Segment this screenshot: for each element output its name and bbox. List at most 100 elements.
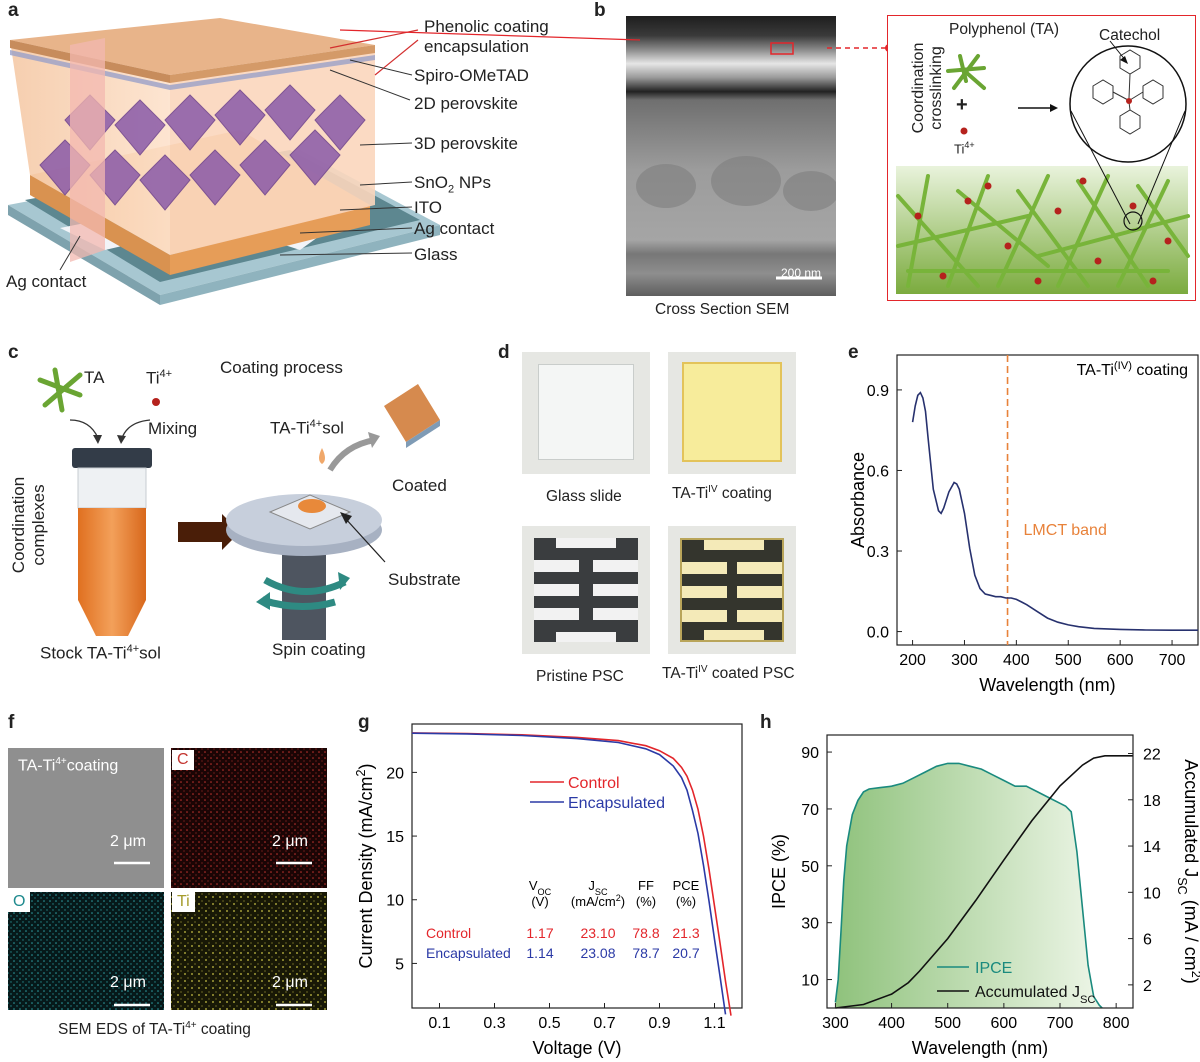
panel-label-c: c: [8, 342, 19, 363]
substrate-label: Substrate: [388, 570, 461, 589]
x-tick-label-5: 800: [1103, 1015, 1130, 1032]
y-right-tick-label-1: 6: [1143, 932, 1152, 949]
table-ff-0: 78.8: [632, 925, 659, 941]
y-left-tick-label-2: 50: [801, 859, 819, 876]
table-header-voc: VOC: [529, 878, 552, 897]
eds-c-label: C: [172, 750, 194, 770]
layer-encapsulation: encapsulation: [424, 37, 529, 56]
polyphenol-label: Polyphenol (TA): [949, 21, 1059, 38]
layer-spiro: Spiro-OMeTAD: [414, 66, 529, 85]
table-header-jsc-unit: (mA/cm2): [571, 893, 625, 909]
eds-tile1-label: TA-Ti4+coating: [18, 756, 119, 775]
eds-scale-3: 2 μm: [110, 974, 146, 991]
y-right-tick-label-0: 2: [1143, 978, 1152, 995]
eds-scale-1: 2 μm: [110, 833, 146, 850]
table-header-ff: FF: [638, 878, 654, 893]
coating-process-illustration: [37, 367, 440, 640]
y-left-tick-label-3: 70: [801, 802, 819, 819]
y-left-tick-label-4: 90: [801, 745, 819, 762]
table-voc-0: 1.17: [526, 925, 553, 941]
layer-phenolic: Phenolic coating: [424, 17, 549, 36]
panel-label-g: g: [358, 712, 370, 733]
plot-frame: [826, 734, 1134, 1009]
x-tick-label-4: 0.9: [648, 1015, 670, 1032]
series-line-1: [411, 732, 727, 1015]
plot-frame: [411, 723, 743, 1009]
absorbance-chart: 200 300 400 500 600 700 0.0 0.3 0.6 0.9 Wavelength…: [848, 354, 1199, 695]
x-tick-label-3: 600: [991, 1015, 1018, 1032]
ipce-chart: 300 400 500 600 700 800 10 30 50 70 90 2 6 10 14 18 22 Wa…: [769, 734, 1200, 1058]
accumulated-jsc-line: [835, 755, 1133, 1009]
x-axis-label: Wavelength (nm): [979, 675, 1115, 695]
mixing-label: Mixing: [148, 419, 198, 438]
table-row-name-1: Encapsulated: [426, 945, 511, 961]
ti-label: Ti4+: [954, 140, 975, 157]
coating-annotation: TA-Ti(IV) coating: [1077, 360, 1188, 379]
eds-scale-4: 2 μm: [272, 974, 308, 991]
x-tick-label-4: 600: [1107, 652, 1134, 669]
table-header-jsc: JSC: [588, 878, 608, 897]
y-tick-label-2: 15: [386, 829, 404, 846]
complexes-vertical-label: Coordination complexes: [9, 476, 48, 574]
series-line-0: [411, 732, 732, 1016]
y-tick-label-3: 0.9: [867, 383, 889, 400]
lmct-band-label: LMCT band: [1024, 522, 1107, 539]
table-row-name-0: Control: [426, 925, 471, 941]
table-header-voc-unit: (V): [531, 894, 548, 909]
layer-ag-contact: Ag contact: [414, 219, 495, 238]
y-right-axis-label: Accumulated JSC (mA / cm2): [1175, 759, 1200, 984]
pristine-psc-photo: [522, 526, 650, 654]
sem-caption: Cross Section SEM: [655, 301, 790, 318]
y-left-tick-label-1: 30: [801, 916, 819, 933]
x-tick-label-2: 400: [1003, 652, 1030, 669]
panel-label-h: h: [760, 712, 772, 733]
x-axis-label: Wavelength (nm): [912, 1038, 1048, 1058]
x-tick-label-0: 200: [899, 652, 926, 669]
x-tick-label-1: 0.3: [483, 1015, 505, 1032]
x-tick-label-1: 300: [951, 652, 978, 669]
y-axis-label: Current Density (mA/cm2): [354, 763, 376, 968]
ipce-area: [835, 763, 1103, 1008]
layer-sno2: SnO2 NPs: [414, 173, 491, 196]
coating-process-title: Coating process: [220, 358, 343, 377]
table-header-pce: PCE: [673, 878, 700, 893]
coating-caption: TA-TiIV coating: [672, 484, 772, 503]
sem-callout-lines: [340, 29, 893, 52]
coated-label: Coated: [392, 476, 447, 495]
layer-ito: ITO: [414, 198, 443, 217]
catechol-label: Catechol: [1099, 27, 1161, 44]
y-right-tick-label-5: 22: [1143, 747, 1161, 764]
x-tick-label-4: 700: [1047, 1015, 1074, 1032]
crosslinking-label: Coordination crosslinking: [910, 42, 945, 134]
table-pce-0: 21.3: [672, 925, 699, 941]
layer-2d-perovskite: 2D perovskite: [414, 94, 518, 113]
panel-label-a: a: [8, 0, 19, 21]
x-tick-label-1: 400: [878, 1015, 905, 1032]
y-right-tick-label-3: 14: [1143, 839, 1161, 856]
coated-psc-photo: [668, 526, 796, 654]
sem-scale-bar: 200 nm: [781, 266, 822, 280]
legend-label-1: Encapsulated: [568, 795, 665, 812]
y-tick-label-3: 20: [386, 765, 404, 782]
y-tick-label-0: 5: [395, 956, 404, 973]
legend-label-1: Accumulated JSC: [975, 984, 1095, 1006]
ipce-line: [834, 762, 1103, 1009]
x-tick-label-3: 500: [1055, 652, 1082, 669]
eds-scale-2: 2 μm: [272, 833, 308, 850]
sem-cross-section-image: [626, 16, 836, 296]
x-tick-label-2: 500: [934, 1015, 961, 1032]
y-left-tick-label-0: 10: [801, 973, 819, 990]
left-ag-contact: Ag contact: [6, 272, 87, 291]
legend-label-0: Control: [568, 775, 620, 792]
x-tick-label-0: 300: [822, 1015, 849, 1032]
sol-label: TA-Ti4+sol: [270, 418, 344, 438]
eds-o-label: O: [8, 892, 31, 912]
table-pce-1: 20.7: [672, 945, 699, 961]
x-tick-label-3: 0.7: [593, 1015, 615, 1032]
coated-psc-caption: TA-TiIV coated PSC: [662, 664, 795, 683]
table-ff-1: 78.7: [632, 945, 659, 961]
plot-frame: [896, 354, 1199, 646]
panel-label-e: e: [848, 342, 859, 363]
table-header-pce-unit: (%): [676, 894, 696, 909]
absorbance-line: [911, 391, 1198, 631]
